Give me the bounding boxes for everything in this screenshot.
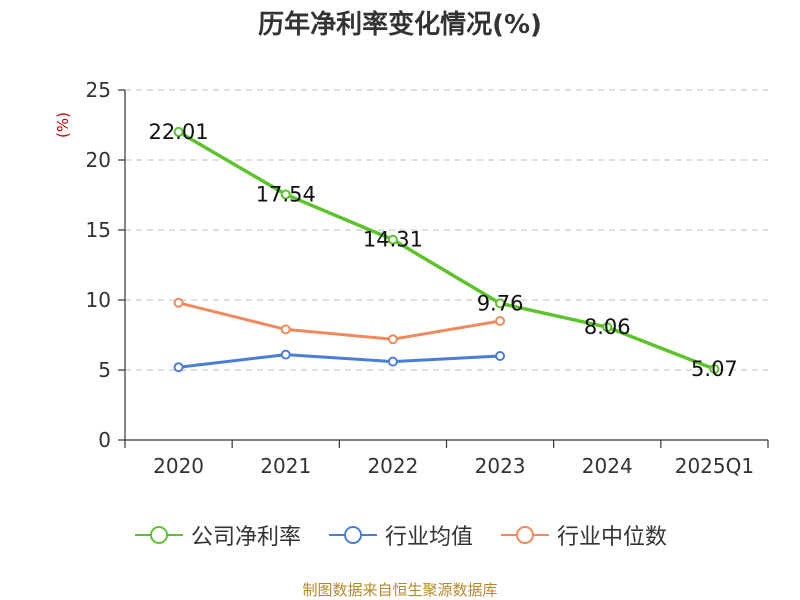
legend-item: 公司净利率: [133, 519, 301, 551]
data-point-0: [280, 189, 291, 200]
y-tick-label: 0: [98, 428, 111, 452]
data-label: 8.06: [584, 315, 631, 339]
legend-item: 行业中位数: [499, 519, 667, 551]
series-lines: [173, 126, 720, 375]
data-source-note: 制图数据来自恒生聚源数据库: [302, 581, 498, 599]
series-line-1: [177, 353, 502, 369]
y-tick-label: 25: [86, 78, 111, 102]
series-line-2: [177, 301, 502, 341]
data-label: 14.31: [363, 228, 423, 252]
data-point-2: [173, 297, 184, 308]
legend-label: 行业中位数: [557, 525, 668, 550]
data-point-2: [495, 316, 506, 326]
legend-item: 行业均值: [327, 519, 473, 551]
x-tick-label: 2020: [153, 454, 204, 478]
legend-label: 行业均值: [384, 525, 473, 550]
x-tick-label: 2023: [475, 454, 526, 478]
data-point-1: [495, 351, 506, 361]
data-point-1: [387, 356, 398, 367]
x-tick-label: 2021: [260, 454, 311, 478]
data-point-2: [280, 324, 291, 335]
data-label: 22.01: [149, 120, 209, 144]
axes: 0 5 10 15 20 25 2020 2021 2022 2023 2024 2025Q1: [86, 78, 769, 478]
legend-marker-icon: [328, 526, 377, 544]
x-tick-label: 2024: [582, 454, 633, 478]
data-labels: 22.01 17.54 14.31 9.76 8.06 5.07: [149, 120, 738, 381]
gridlines: [125, 89, 768, 371]
y-tick-label: 15: [86, 218, 111, 242]
y-tick-label: 10: [86, 288, 111, 312]
y-axis-unit-label: (%): [54, 112, 72, 138]
y-tick-label: 20: [86, 148, 111, 172]
data-point-2: [387, 334, 398, 345]
data-label: 17.54: [256, 182, 316, 206]
data-point-0: [709, 364, 720, 375]
legend-marker-icon: [501, 526, 549, 544]
legend: 公司净利率 行业均值 行业中位数: [0, 519, 800, 551]
legend-label: 公司净利率: [190, 525, 301, 550]
data-label: 5.07: [691, 357, 738, 381]
y-tick-label: 5: [98, 358, 111, 382]
legend-marker-icon: [134, 526, 183, 544]
data-point-1: [173, 362, 184, 373]
data-point-0: [602, 322, 613, 333]
series-line-0: [176, 130, 717, 371]
chart-title: 历年净利率变化情况(%): [258, 10, 542, 40]
x-tick-label: 2025Q1: [675, 454, 754, 478]
data-point-0: [173, 126, 184, 137]
data-point-0: [495, 298, 506, 309]
x-tick-label: 2022: [367, 454, 418, 478]
data-label: 9.76: [477, 291, 524, 315]
data-point-1: [280, 349, 291, 360]
data-point-0: [387, 234, 398, 245]
